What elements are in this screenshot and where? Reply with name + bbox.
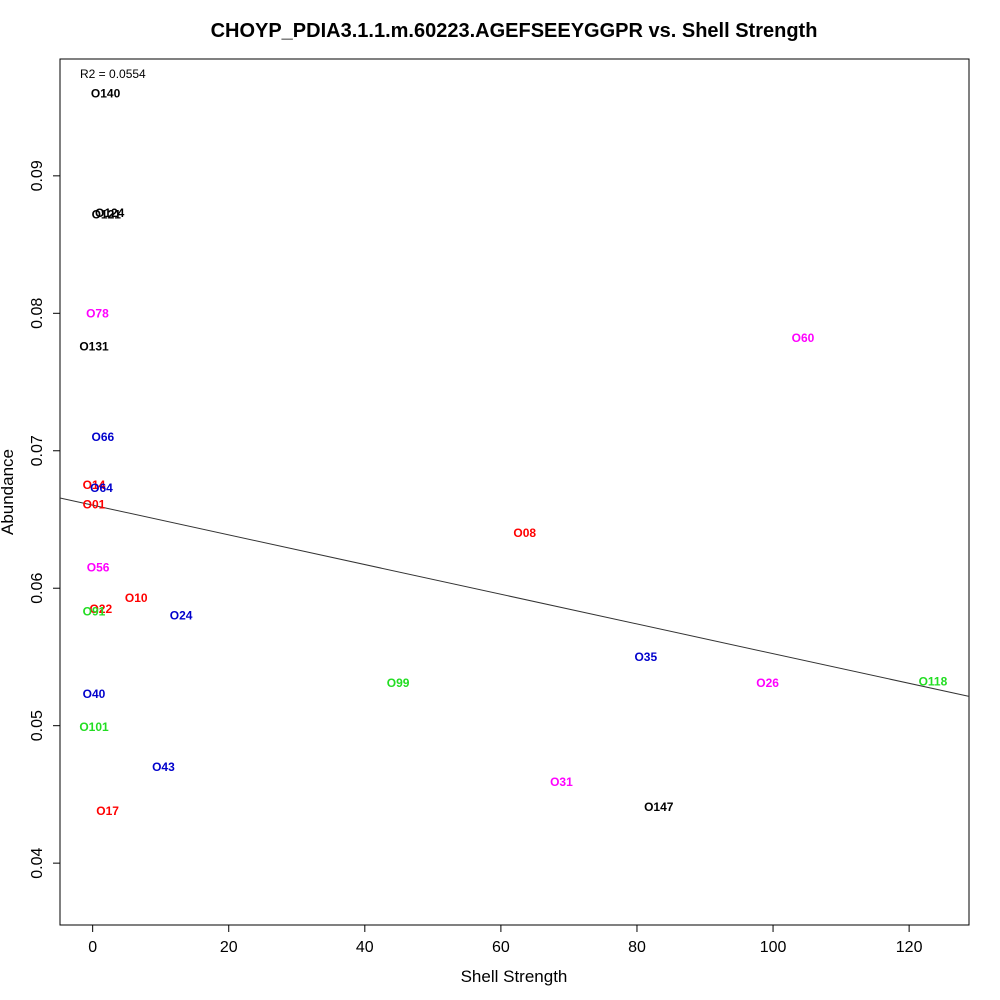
y-tick-label: 0.04 [29,847,46,878]
x-tick-label: 80 [628,939,646,956]
point-label: O01 [83,497,106,511]
plot-frame [59,58,970,926]
point-label: O147 [644,800,674,814]
point-label: O118 [919,675,948,689]
point-label: O99 [387,676,410,690]
point-label: O22 [89,602,112,616]
point-label: O40 [83,687,106,701]
x-axis-label: Shell Strength [461,967,568,986]
x-tick-label: 60 [492,939,510,956]
point-label: O91 [83,605,106,619]
point-label: O10 [125,591,148,605]
chart-title: CHOYP_PDIA3.1.1.m.60223.AGEFSEEYGGPR vs.… [211,20,818,42]
x-tick-label: 40 [356,939,374,956]
point-label: O17 [96,804,119,818]
r2-annotation: R2 = 0.0554 [80,67,146,81]
x-tick-label: 20 [220,939,238,956]
point-label: O124 [95,206,125,220]
y-tick-label: 0.08 [29,298,46,329]
x-tick-label: 100 [760,939,787,956]
point-label: O121 [92,207,122,221]
regression-line [59,497,970,697]
x-axis: 0 20 40 60 80 100 120 [88,924,923,956]
point-label: O56 [87,561,110,575]
y-tick-label: 0.05 [29,710,46,741]
point-label: O31 [550,775,573,789]
point-label: O140 [91,86,121,100]
point-label: O14 [83,478,106,492]
point-label: O26 [756,676,779,690]
point-label: O78 [86,306,109,320]
point-label: O60 [792,331,815,345]
x-tick-label: 0 [88,939,97,956]
x-tick-label: 120 [896,939,923,956]
y-axis: 0.04 0.05 0.06 0.07 0.08 0.09 [29,160,61,879]
y-axis-label: Abundance [0,449,17,535]
point-label: O131 [79,339,109,353]
point-label: O08 [513,526,536,540]
regression-line-group [59,497,970,697]
point-label: O64 [90,481,113,495]
y-tick-label: 0.06 [29,573,46,604]
point-label: O66 [92,430,115,444]
y-tick-label: 0.09 [29,160,46,191]
y-tick-label: 0.07 [29,435,46,466]
point-label: O101 [79,720,109,734]
point-label: O43 [152,760,175,774]
point-label: O24 [170,609,193,623]
point-label: O35 [634,650,657,664]
